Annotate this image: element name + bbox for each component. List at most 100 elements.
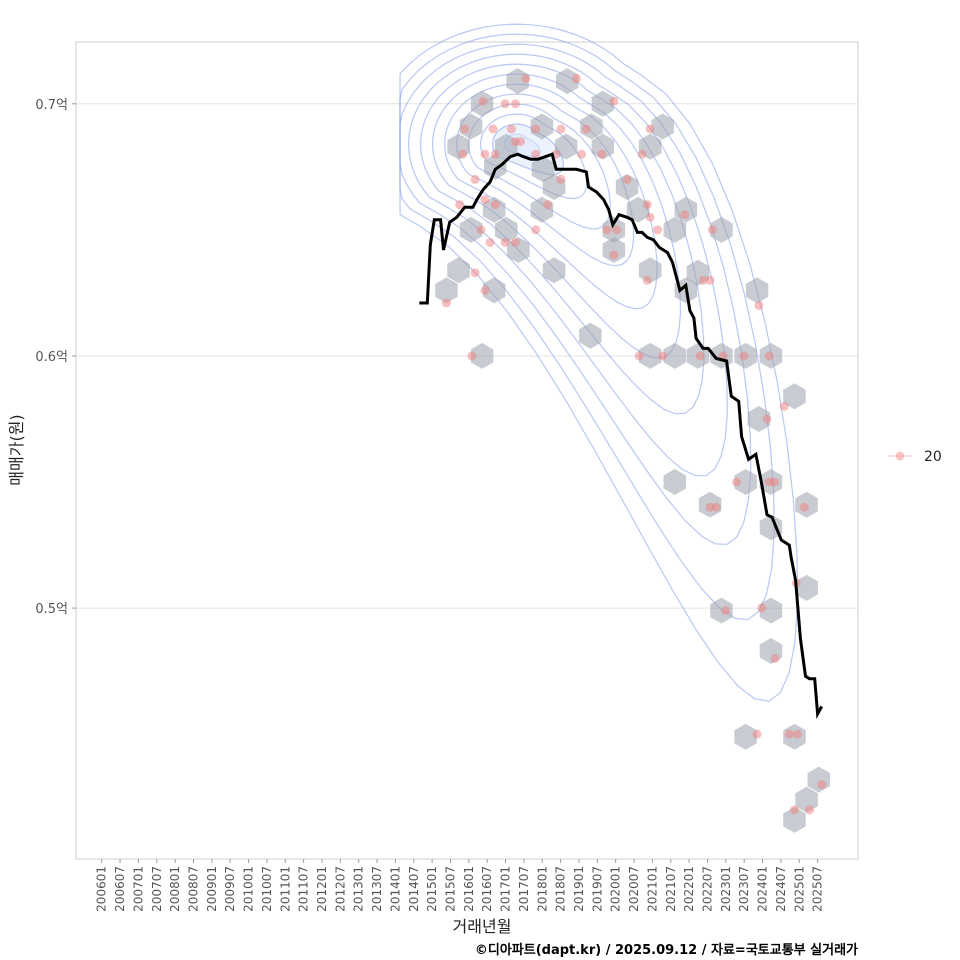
data-point [531,225,541,235]
hexbin [663,216,687,243]
x-tick-label: 200607 [113,866,127,912]
hexbin [602,237,626,263]
data-point [467,351,477,361]
x-tick-label: 201501 [425,866,439,912]
caption: ©디아파트(dapt.kr) / 2025.09.12 / 자료=국토교통부 실… [475,942,858,958]
data-point [480,285,490,295]
hexbin [435,277,458,304]
x-tick-label: 201801 [535,866,549,912]
data-point [711,502,721,512]
data-point [731,477,741,487]
data-point [769,477,779,487]
hexbin [651,113,674,140]
data-point [705,275,715,285]
hexbin [482,277,506,304]
x-tick-label: 201507 [443,866,457,912]
x-tick-label: 201207 [333,866,347,912]
data-point [478,96,488,106]
hexbin [638,342,662,369]
data-point [476,225,486,235]
data-point [556,174,566,184]
data-point [531,149,541,159]
data-point [500,237,510,247]
x-tick-label: 202201 [682,866,696,912]
hexbin [795,574,818,601]
data-point [789,805,799,815]
x-tick-label: 201601 [462,866,476,912]
data-point [752,729,762,739]
data-point [571,74,581,84]
y-axis: 0.5억 0.6억 0.7억 [35,98,76,617]
data-point [609,250,619,260]
data-point [500,99,510,109]
data-point [490,149,500,159]
hexbin [710,216,733,243]
y-tick-label: 0.5억 [35,602,68,617]
x-tick-label: 202501 [792,866,806,912]
data-point [485,237,495,247]
x-tick-label: 201701 [499,866,513,912]
hexbin [470,342,494,369]
x-tick-label: 202401 [756,866,770,912]
contour-line [399,23,799,702]
data-point [622,174,632,184]
hexbin [747,406,771,432]
hexbin [591,90,615,117]
hexbin [447,257,470,284]
contour-line [407,53,728,477]
x-tick-label: 202307 [737,866,751,912]
hexbin [459,216,483,243]
data-point [581,124,591,134]
legend: 20 [888,449,942,465]
data-point [705,502,715,512]
hexbin [591,133,615,160]
data-point [455,200,465,210]
x-tick-label: 202207 [700,866,714,912]
hexbin [531,156,555,183]
data-point [531,124,541,134]
x-tick-label: 202101 [645,866,659,912]
data-point [441,298,451,308]
hexbin [495,216,518,243]
y-tick-label: 0.7억 [35,98,68,113]
hexbin [484,153,507,180]
hexbin [556,68,579,95]
data-point [642,275,652,285]
data-point [488,124,498,134]
hexbin [783,806,806,833]
data-point [792,729,802,739]
hexbin [615,174,639,200]
data-point [757,603,767,613]
hexbin [734,469,757,495]
hexbin [542,257,566,284]
x-tick-label: 201807 [554,866,568,912]
data-point [609,96,619,106]
data-point [799,502,809,512]
data-point [460,124,470,134]
x-tick-label: 201307 [370,866,384,912]
x-tick-label: 200601 [95,866,109,912]
hexbin [759,597,783,624]
hexbin [745,277,769,304]
x-tick-label: 200701 [131,866,145,912]
hexbin [759,514,783,541]
data-point [543,200,553,210]
data-point [779,401,789,411]
x-tick-label: 200807 [186,866,200,912]
x-tick-label: 200707 [150,866,164,912]
x-tick-label: 200907 [223,866,237,912]
data-point [516,137,526,147]
data-point [645,124,655,134]
data-point [805,805,815,815]
hexbin [783,383,806,410]
data-point [470,174,480,184]
data-point [707,225,717,235]
y-tick-label: 0.6억 [35,350,68,365]
x-tick-label: 202001 [609,866,623,912]
data-point [634,351,644,361]
data-point [556,124,566,134]
data-point [480,149,490,159]
x-tick-label: 201401 [388,866,402,912]
